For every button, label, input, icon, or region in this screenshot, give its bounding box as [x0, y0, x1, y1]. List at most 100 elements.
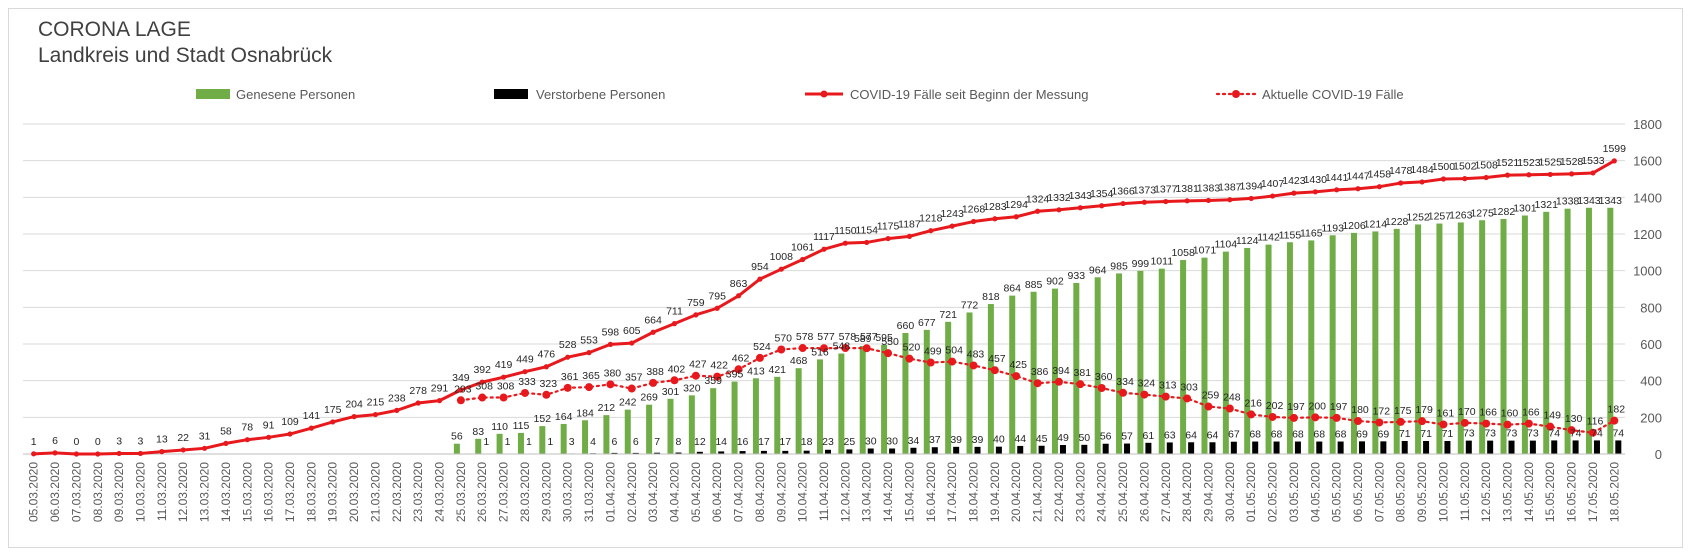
recovered-label: 1343 — [1599, 195, 1623, 207]
deceased-bar — [1359, 441, 1365, 454]
deceased-label: 68 — [1292, 429, 1304, 441]
deceased-label: 57 — [1121, 431, 1133, 443]
recovered-label: 1206 — [1342, 220, 1366, 232]
active-cases-label: 175 — [1394, 405, 1412, 417]
deceased-label: 18 — [801, 436, 813, 448]
deceased-label: 73 — [1506, 428, 1518, 440]
deceased-bar — [739, 451, 746, 454]
recovered-label: 1071 — [1193, 245, 1217, 257]
recovered-label: 212 — [598, 402, 616, 414]
active-cases-label: 550 — [881, 336, 899, 348]
active-cases-point — [478, 393, 487, 402]
recovered-label: 164 — [555, 411, 573, 423]
deceased-label: 69 — [1356, 428, 1368, 440]
total-cases-point — [159, 449, 165, 455]
deceased-label: 34 — [908, 435, 920, 447]
recovered-bar — [987, 304, 994, 454]
total-cases-label: 1343 — [1069, 190, 1093, 202]
recovered-bar — [1073, 282, 1080, 454]
total-cases-point — [1013, 214, 1019, 220]
deceased-label: 30 — [865, 436, 877, 448]
active-cases-point — [1588, 428, 1597, 437]
x-tick-label: 10.05.2020 — [1436, 462, 1450, 522]
deceased-bar — [867, 448, 874, 454]
active-cases-point — [1033, 379, 1042, 388]
recovered-label: 1214 — [1364, 218, 1388, 230]
recovered-bar — [475, 438, 482, 454]
total-cases-point — [522, 369, 528, 375]
deceased-bar — [1487, 440, 1494, 454]
total-cases-label: 13 — [156, 434, 168, 446]
total-cases-label: 31 — [199, 430, 211, 442]
recovered-bar — [859, 346, 866, 454]
active-cases-label: 116 — [1587, 416, 1604, 428]
active-cases-label: 182 — [1608, 404, 1626, 416]
x-tick-label: 27.03.2020 — [497, 462, 511, 522]
deceased-bar — [760, 450, 767, 454]
y-tick-label: 800 — [1640, 300, 1662, 315]
total-cases-point — [1163, 198, 1169, 205]
x-tick-label: 05.03.2020 — [27, 462, 41, 522]
total-cases-label: 22 — [177, 432, 189, 444]
total-cases-label: 1381 — [1175, 183, 1199, 195]
x-tick-label: 06.03.2020 — [48, 462, 62, 522]
recovered-bar — [582, 420, 589, 454]
total-cases-point — [735, 293, 742, 299]
active-cases-point — [649, 378, 658, 387]
total-cases-point — [1077, 205, 1083, 211]
total-cases-point — [1611, 158, 1617, 164]
x-tick-label: 08.03.2020 — [91, 462, 105, 522]
total-cases-label: 1423 — [1282, 175, 1306, 187]
deceased-label: 67 — [1228, 429, 1240, 441]
x-tick-label: 25.04.2020 — [1116, 462, 1130, 522]
recovered-bar — [923, 329, 930, 454]
recovered-label: 1301 — [1513, 202, 1537, 214]
deceased-label: 17 — [779, 436, 791, 448]
active-cases-label: 259 — [1202, 390, 1220, 402]
total-cases-point — [116, 450, 122, 457]
total-cases-point — [842, 240, 848, 246]
deceased-label: 64 — [1207, 429, 1219, 441]
x-tick-label: 14.04.2020 — [881, 462, 895, 522]
total-cases-point — [565, 354, 571, 360]
active-cases-point — [1546, 422, 1555, 431]
y-tick-label: 1400 — [1633, 190, 1662, 205]
recovered-label: 413 — [747, 365, 765, 377]
x-tick-label: 10.03.2020 — [133, 462, 147, 522]
recovered-label: 1142 — [1257, 232, 1280, 244]
x-tick-label: 20.04.2020 — [1009, 462, 1023, 522]
recovered-label: 1011 — [1150, 256, 1173, 268]
total-cases-point — [778, 266, 784, 272]
x-tick-label: 26.03.2020 — [475, 462, 489, 522]
active-cases-label: 308 — [497, 381, 515, 393]
recovered-bar — [560, 423, 567, 454]
total-cases-point — [180, 447, 186, 453]
deceased-bar — [1380, 441, 1387, 454]
total-cases-point — [52, 450, 58, 456]
x-tick-label: 08.04.2020 — [753, 462, 767, 522]
active-cases-point — [1354, 417, 1362, 425]
legend-marker-active — [1232, 90, 1240, 98]
total-cases-label: 3 — [138, 435, 144, 447]
deceased-label: 39 — [950, 434, 962, 446]
y-tick-label: 1800 — [1633, 117, 1662, 132]
total-cases-point — [1291, 190, 1297, 196]
deceased-label: 7 — [654, 436, 660, 448]
active-cases-label: 388 — [646, 366, 664, 378]
active-cases-point — [585, 383, 594, 392]
x-tick-label: 09.05.2020 — [1415, 462, 1429, 522]
total-cases-point — [885, 235, 891, 242]
deceased-label: 14 — [715, 436, 727, 448]
total-cases-label: 863 — [730, 278, 748, 290]
deceased-label: 56 — [1100, 431, 1112, 443]
deceased-label: 68 — [1271, 429, 1283, 441]
recovered-label: 421 — [769, 364, 787, 376]
recovered-bar — [517, 432, 524, 454]
recovered-label: 115 — [513, 420, 530, 432]
active-cases-point — [1460, 418, 1469, 427]
deceased-label: 71 — [1399, 428, 1411, 440]
active-cases-point — [1418, 417, 1427, 426]
deceased-label: 16 — [737, 436, 749, 448]
total-cases-point — [1355, 186, 1361, 192]
deceased-label: 69 — [1378, 428, 1390, 440]
